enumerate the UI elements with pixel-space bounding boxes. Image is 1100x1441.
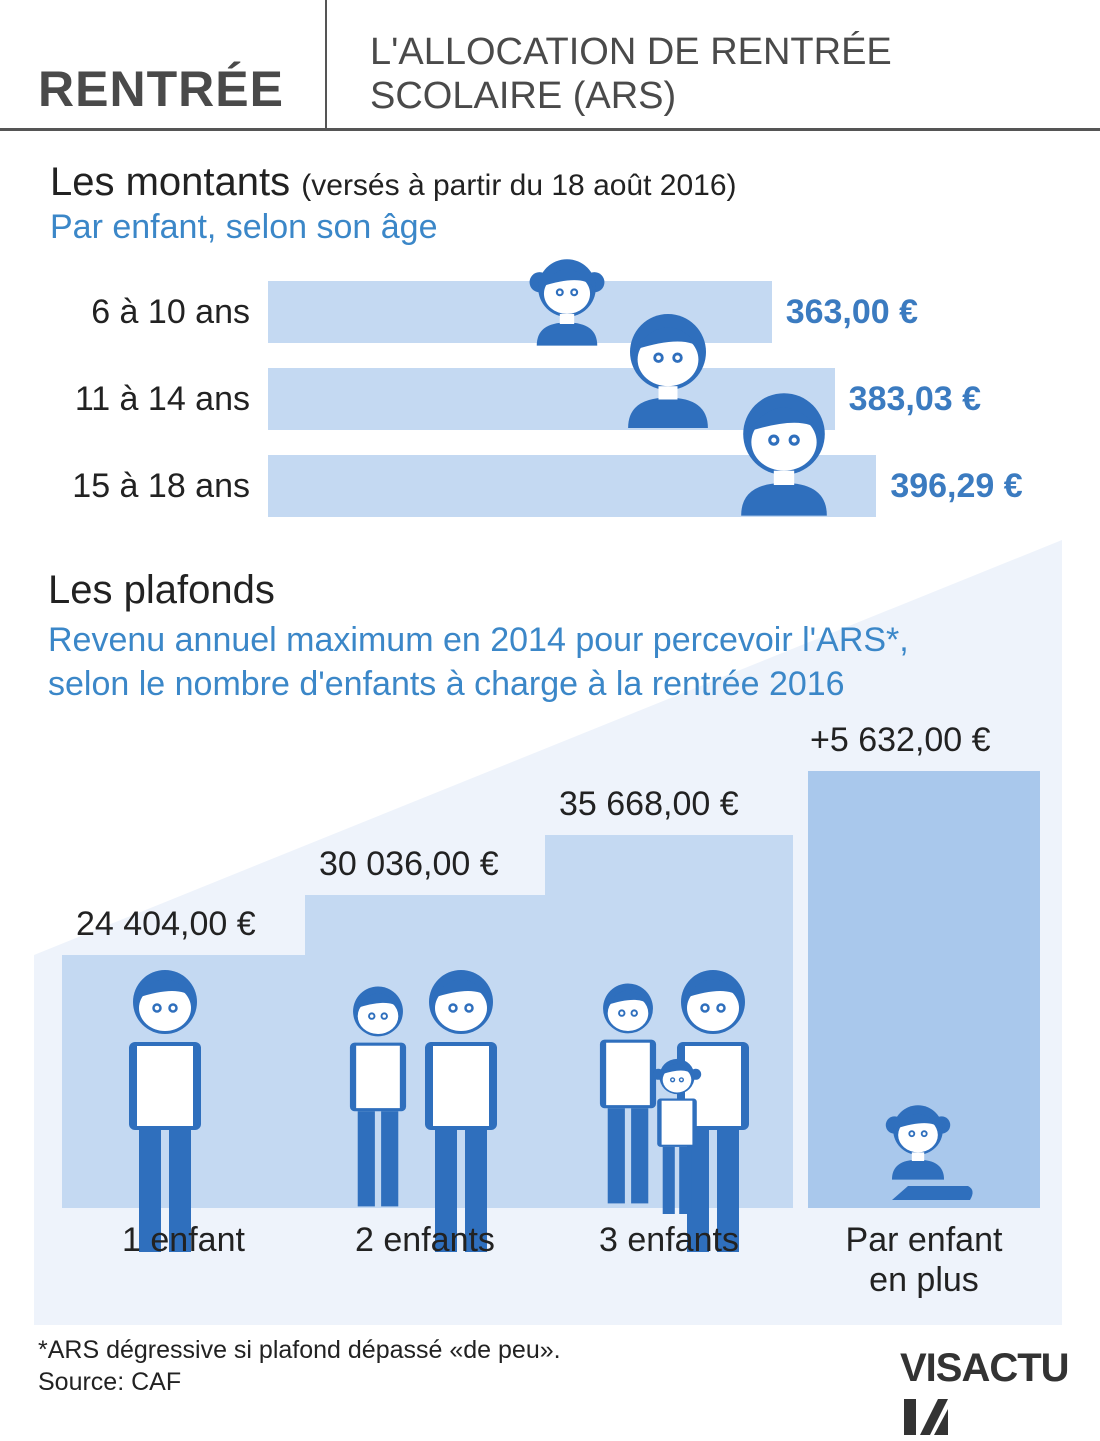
header-right-line2: SCOLAIRE (ARS) (370, 75, 677, 117)
footer-source: Source: CAF (38, 1368, 182, 1396)
amounts-title-note: (versés à partir du 18 août 2016) (301, 169, 737, 202)
amount-bar (268, 368, 835, 430)
amounts-title-main: Les montants (50, 160, 291, 204)
caps-subtitle: Revenu annuel maximum en 2014 pour perce… (48, 618, 909, 706)
cap-value-label: +5 632,00 € (810, 721, 991, 759)
child-figure-icon (129, 970, 201, 1252)
caps-bars-svg (62, 771, 1040, 1252)
girl-head-icon (529, 259, 605, 346)
footer: *ARS dégressive si plafond dépassé «de p… (38, 1334, 561, 1398)
cap-value-label: 35 668,00 € (559, 785, 739, 823)
cap-value-label: 30 036,00 € (319, 845, 499, 883)
amounts-icons (529, 259, 827, 516)
footer-note: *ARS dégressive si plafond dépassé «de p… (38, 1336, 561, 1364)
cap-category-label: 1 enfant (62, 1220, 305, 1260)
cap-category-line: Par enfant (845, 1221, 1003, 1259)
cap-category-line: 3 enfants (599, 1221, 739, 1259)
age-label: 6 à 10 ans (91, 293, 250, 331)
caps-subtitle-line2: selon le nombre d'enfants à charge à la … (48, 665, 845, 703)
cap-category-line: en plus (869, 1261, 979, 1299)
cap-value-label: 24 404,00 € (76, 905, 256, 943)
age-label: 15 à 18 ans (72, 467, 250, 505)
amount-value-label: 396,29 € (890, 467, 1023, 505)
caps-title: Les plafonds (48, 568, 275, 612)
amounts-title: Les montants (versés à partir du 18 août… (50, 160, 737, 205)
caps-subtitle-line1: Revenu annuel maximum en 2014 pour perce… (48, 621, 909, 659)
girl-head-icon (885, 1105, 951, 1180)
header-right-title: L'ALLOCATION DE RENTRÉE SCOLAIRE (ARS) (370, 30, 892, 118)
boy-head-icon (628, 314, 708, 428)
logo-text: VISACTU (900, 1346, 1070, 1390)
amount-value-label: 383,03 € (848, 380, 982, 418)
child-figure-icon (349, 986, 407, 1207)
cap-category-label: 2 enfants (305, 1220, 545, 1260)
cap-category-label: Par enfant en plus (808, 1220, 1040, 1300)
header-rule (0, 128, 1100, 131)
girl-figure-icon (652, 1058, 702, 1214)
cap-category-line: 2 enfants (355, 1221, 495, 1259)
child-figure-icon (599, 983, 657, 1204)
header-left-title: RENTRÉE (38, 61, 284, 117)
age-label: 11 à 14 ans (74, 380, 250, 418)
cap-category-line: 1 enfant (122, 1221, 245, 1259)
child-figure-icon (425, 970, 497, 1252)
visactu-logo: VISACTU (900, 1346, 1100, 1441)
child-figure-icon (677, 970, 749, 1252)
logo-mark-icon (904, 1399, 948, 1435)
seated-girl-icon (885, 1105, 973, 1200)
header-right-line1: L'ALLOCATION DE RENTRÉE (370, 31, 892, 73)
amounts-subtitle: Par enfant, selon son âge (50, 208, 438, 246)
header-separator (325, 0, 327, 128)
cap-category-label: 3 enfants (545, 1220, 793, 1260)
amount-value-label: 363,00 € (785, 293, 919, 331)
boy-head-icon (741, 393, 827, 516)
